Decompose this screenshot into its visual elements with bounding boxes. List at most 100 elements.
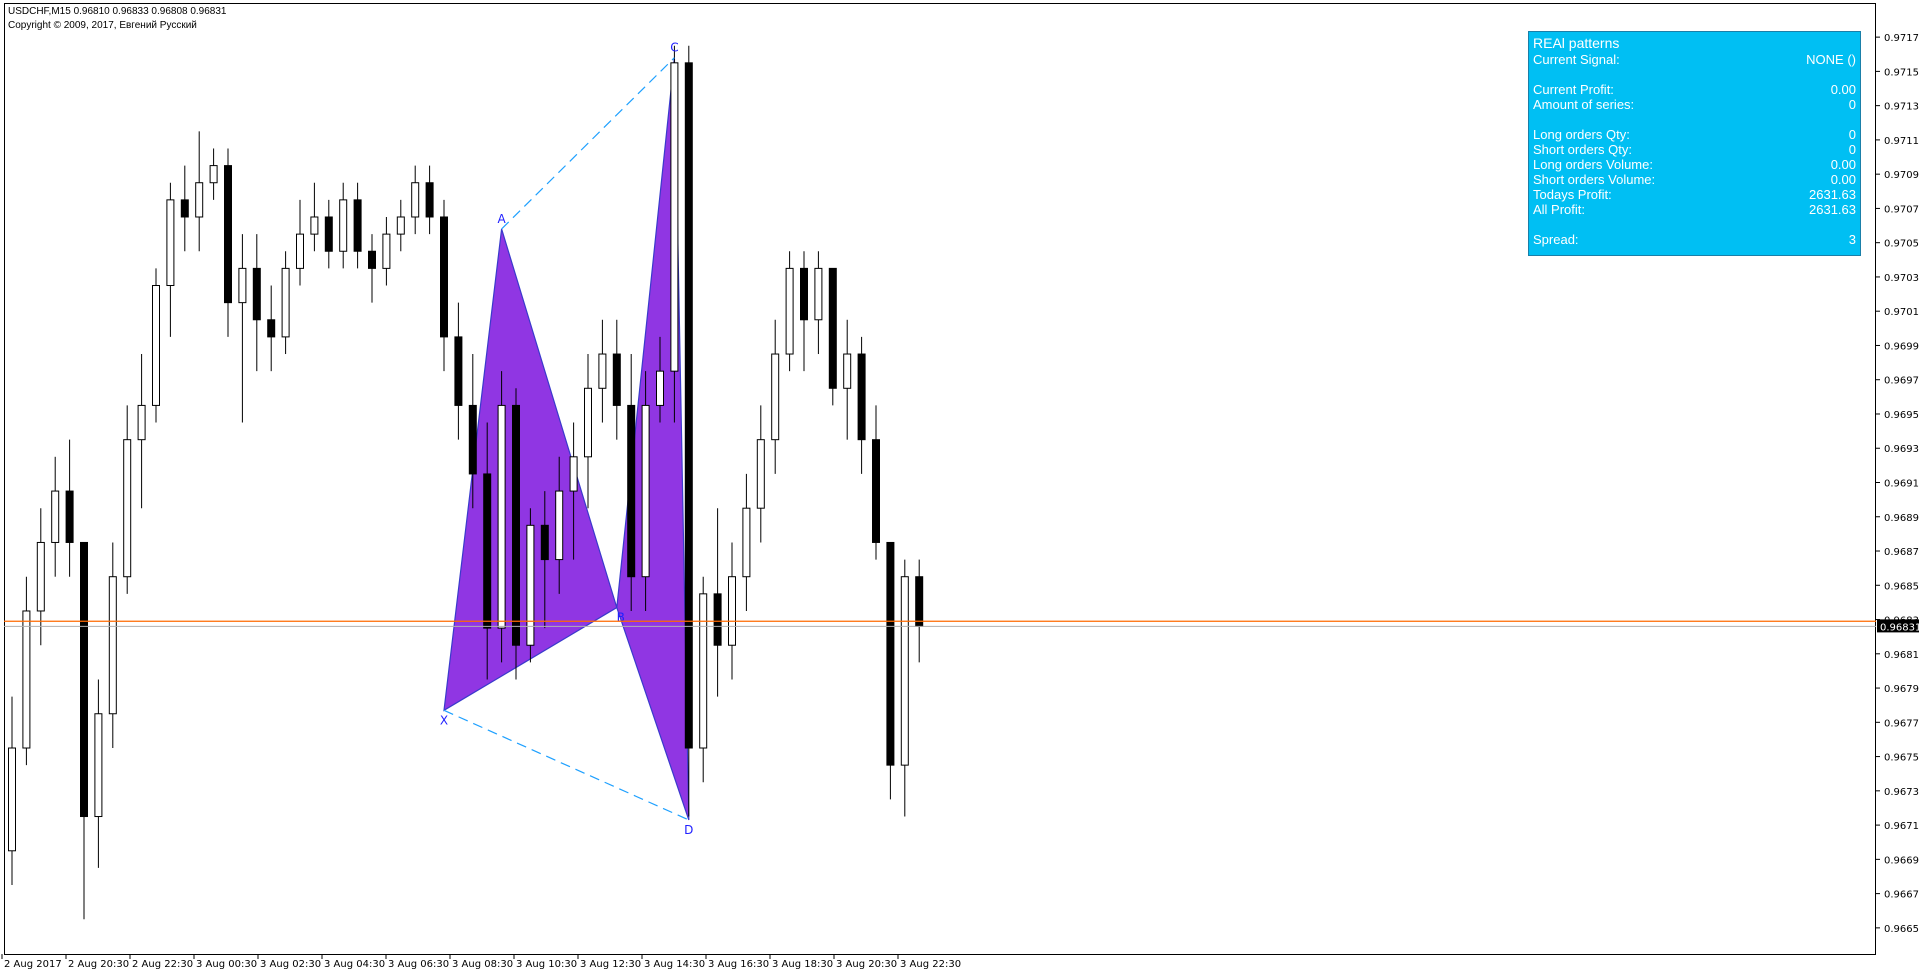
candle-body bbox=[627, 404, 636, 578]
candle-body bbox=[80, 541, 88, 818]
candles-layer bbox=[8, 45, 924, 920]
panel-row-value: 0 bbox=[1848, 127, 1856, 142]
candle-body bbox=[756, 439, 765, 509]
price-tick-label: 0.96915 bbox=[1884, 479, 1919, 490]
price-tick-label: 0.97055 bbox=[1884, 239, 1919, 250]
time-tick-label: 3 Aug 16:30 bbox=[708, 959, 769, 970]
panel-row-label: Todays Profit: bbox=[1533, 187, 1612, 202]
candle-body bbox=[828, 267, 837, 389]
candle-body bbox=[555, 490, 564, 561]
price-tick-label: 0.96995 bbox=[1884, 341, 1919, 352]
candle-body bbox=[324, 216, 333, 252]
candle-body bbox=[468, 404, 477, 475]
price-tick-label: 0.96975 bbox=[1884, 376, 1919, 387]
candle-body bbox=[684, 62, 693, 749]
pattern-line-xd bbox=[443, 709, 690, 821]
candle-body bbox=[382, 233, 391, 269]
panel-row-short-orders-qty: Short orders Qty: 0 bbox=[1533, 142, 1856, 157]
candle-body bbox=[656, 370, 664, 406]
candle-body bbox=[195, 182, 204, 218]
candle-body bbox=[915, 576, 924, 627]
price-tick-label: 0.96755 bbox=[1884, 753, 1919, 764]
panel-row-label: Long orders Qty: bbox=[1533, 127, 1630, 142]
pattern-line-ac bbox=[501, 57, 675, 230]
candle-body bbox=[612, 353, 621, 406]
info-panel: REAl patterns Current Signal: NONE () Cu… bbox=[1528, 31, 1861, 256]
candle-body bbox=[454, 336, 463, 406]
candle-body bbox=[137, 404, 146, 441]
candle-body bbox=[209, 165, 218, 184]
candle-body bbox=[584, 387, 592, 458]
time-tick-label: 2 Aug 22:30 bbox=[132, 959, 193, 970]
time-tick-label: 3 Aug 10:30 bbox=[516, 959, 577, 970]
price-axis: 0.97175 0.97155 0.97135 0.97115 0.97095 0.970… bbox=[1876, 33, 1919, 935]
price-tick-label: 0.97115 bbox=[1884, 136, 1919, 147]
pattern-point-label: A bbox=[497, 212, 506, 226]
candle-body bbox=[814, 267, 823, 321]
panel-row-value: 2631.63 bbox=[1809, 187, 1856, 202]
panel-row-value: NONE () bbox=[1806, 52, 1856, 67]
candle-body bbox=[396, 216, 405, 235]
candle-body bbox=[411, 182, 420, 218]
time-tick-label: 3 Aug 06:30 bbox=[388, 959, 449, 970]
time-tick-label: 3 Aug 12:30 bbox=[580, 959, 641, 970]
harmonic-pattern bbox=[443, 57, 690, 821]
candle-body bbox=[540, 524, 549, 561]
candle-body bbox=[742, 507, 751, 578]
time-tick-label: 3 Aug 18:30 bbox=[772, 959, 833, 970]
candle-body bbox=[526, 524, 535, 646]
candle-body bbox=[51, 490, 60, 543]
candle-body bbox=[641, 404, 650, 578]
price-tick-label: 0.97075 bbox=[1884, 204, 1919, 215]
panel-row-current-signal: Current Signal: NONE () bbox=[1533, 52, 1856, 67]
panel-row-value: 0.00 bbox=[1830, 172, 1856, 187]
candle-body bbox=[224, 165, 232, 304]
candle-body bbox=[267, 319, 276, 338]
candle-body bbox=[569, 456, 578, 492]
pattern-point-label: C bbox=[670, 41, 678, 55]
candle-body bbox=[900, 576, 909, 766]
price-tick-label: 0.96715 bbox=[1884, 821, 1919, 832]
price-tick-label: 0.96675 bbox=[1884, 890, 1919, 901]
candle-body bbox=[296, 233, 304, 269]
pattern-point-label: D bbox=[684, 823, 693, 837]
time-tick-label: 3 Aug 02:30 bbox=[260, 959, 321, 970]
time-tick-label: 3 Aug 14:30 bbox=[644, 959, 705, 970]
time-tick-label: 3 Aug 00:30 bbox=[196, 959, 257, 970]
panel-row-long-orders-qty: Long orders Qty: 0 bbox=[1533, 127, 1856, 142]
candle-body bbox=[310, 216, 319, 235]
candle-body bbox=[512, 404, 520, 646]
candle-body bbox=[166, 199, 175, 287]
panel-row-label: Short orders Volume: bbox=[1533, 172, 1656, 187]
price-tick-label: 0.97095 bbox=[1884, 170, 1919, 181]
candle-body bbox=[180, 199, 189, 218]
candle-body bbox=[800, 267, 808, 321]
price-tick-label: 0.96655 bbox=[1884, 924, 1919, 935]
candle-body bbox=[65, 490, 74, 543]
price-tick-label: 0.97135 bbox=[1884, 102, 1919, 113]
panel-row-value: 0 bbox=[1848, 142, 1856, 157]
panel-row-value: 0.00 bbox=[1830, 82, 1856, 97]
panel-row-spread: Spread: 3 bbox=[1533, 232, 1856, 247]
panel-row-label: Short orders Qty: bbox=[1533, 142, 1632, 157]
price-lines bbox=[4, 620, 1876, 627]
panel-row-label: All Profit: bbox=[1533, 202, 1586, 217]
price-tick-label: 0.96735 bbox=[1884, 787, 1919, 798]
price-tick-label: 0.96935 bbox=[1884, 444, 1919, 455]
time-tick-label: 3 Aug 22:30 bbox=[900, 959, 961, 970]
panel-row-long-orders-volume: Long orders Volume: 0.00 bbox=[1533, 157, 1856, 172]
price-tick-label: 0.97035 bbox=[1884, 273, 1919, 284]
candle-body bbox=[22, 610, 31, 749]
panel-row-label: Amount of series: bbox=[1533, 97, 1635, 112]
time-tick-label: 3 Aug 20:30 bbox=[836, 959, 897, 970]
price-tick-label: 0.97155 bbox=[1884, 67, 1919, 78]
price-tick-label: 0.96875 bbox=[1884, 547, 1919, 558]
pattern-overlay: X A B C D bbox=[440, 41, 694, 837]
candle-body bbox=[713, 593, 722, 646]
panel-row-todays-profit: Todays Profit: 2631.63 bbox=[1533, 187, 1856, 202]
symbol-info: USDCHF,M15 0.96810 0.96833 0.96808 0.968… bbox=[8, 6, 227, 17]
time-tick-label: 2 Aug 20:30 bbox=[68, 959, 129, 970]
price-tick-label: 0.96955 bbox=[1884, 410, 1919, 421]
